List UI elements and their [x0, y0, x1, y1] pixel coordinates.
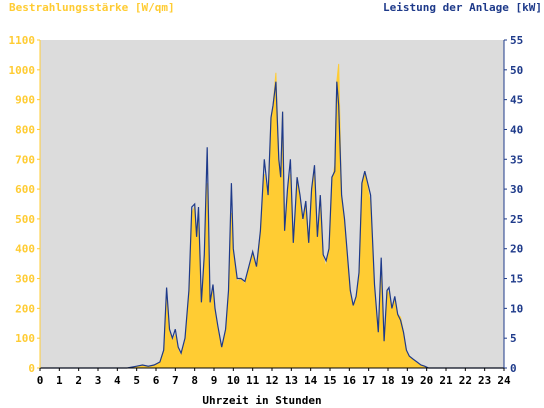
right-tick-label: 15	[510, 273, 523, 286]
right-tick-label: 30	[510, 183, 523, 196]
left-tick-label: 1100	[9, 34, 36, 47]
right-tick-label: 40	[510, 123, 523, 136]
x-tick-label: 19	[401, 374, 414, 387]
x-tick-label: 8	[191, 374, 198, 387]
x-tick-label: 10	[227, 374, 240, 387]
x-tick-label: 6	[153, 374, 160, 387]
x-tick-label: 15	[323, 374, 336, 387]
x-axis-label: Uhrzeit in Stunden	[202, 394, 322, 407]
x-tick-label: 18	[381, 374, 394, 387]
power-line	[40, 81, 504, 369]
left-tick-label: 1000	[9, 64, 36, 77]
x-tick-label: 1	[56, 374, 63, 387]
left-tick-label: 100	[15, 332, 35, 345]
x-tick-label: 17	[362, 374, 375, 387]
left-tick-label: 300	[15, 273, 35, 286]
right-tick-label: 50	[510, 64, 523, 77]
x-tick-label: 13	[285, 374, 298, 387]
left-tick-label: 0	[28, 362, 35, 375]
x-tick-label: 7	[172, 374, 179, 387]
x-tick-label: 16	[343, 374, 357, 387]
x-tick-label: 23	[478, 374, 491, 387]
left-tick-label: 200	[15, 302, 35, 315]
left-axis-label: Bestrahlungsstärke [W/qm]	[9, 1, 175, 14]
x-tick-label: 11	[246, 374, 260, 387]
right-axis-label: Leistung der Anlage [kW]	[383, 1, 542, 14]
left-tick-label: 500	[15, 213, 35, 226]
right-tick-label: 55	[510, 34, 523, 47]
left-tick-label: 400	[15, 243, 35, 256]
x-tick-label: 20	[420, 374, 433, 387]
x-tick-label: 14	[304, 374, 318, 387]
x-tick-label: 4	[114, 374, 121, 387]
left-tick-label: 600	[15, 183, 35, 196]
right-tick-label: 5	[510, 332, 517, 345]
x-tick-label: 5	[133, 374, 140, 387]
x-tick-label: 12	[265, 374, 278, 387]
left-tick-label: 700	[15, 153, 35, 166]
x-tick-label: 24	[497, 374, 511, 387]
right-tick-label: 20	[510, 243, 523, 256]
right-tick-label: 25	[510, 213, 523, 226]
right-tick-label: 0	[510, 362, 517, 375]
x-tick-label: 9	[211, 374, 218, 387]
x-tick-label: 0	[37, 374, 44, 387]
x-tick-label: 3	[95, 374, 102, 387]
x-tick-label: 22	[459, 374, 472, 387]
left-tick-label: 800	[15, 123, 35, 136]
x-tick-label: 2	[75, 374, 82, 387]
right-tick-label: 10	[510, 302, 523, 315]
x-tick-label: 21	[439, 374, 453, 387]
right-tick-label: 45	[510, 94, 523, 107]
right-tick-label: 35	[510, 153, 523, 166]
left-tick-label: 900	[15, 94, 35, 107]
